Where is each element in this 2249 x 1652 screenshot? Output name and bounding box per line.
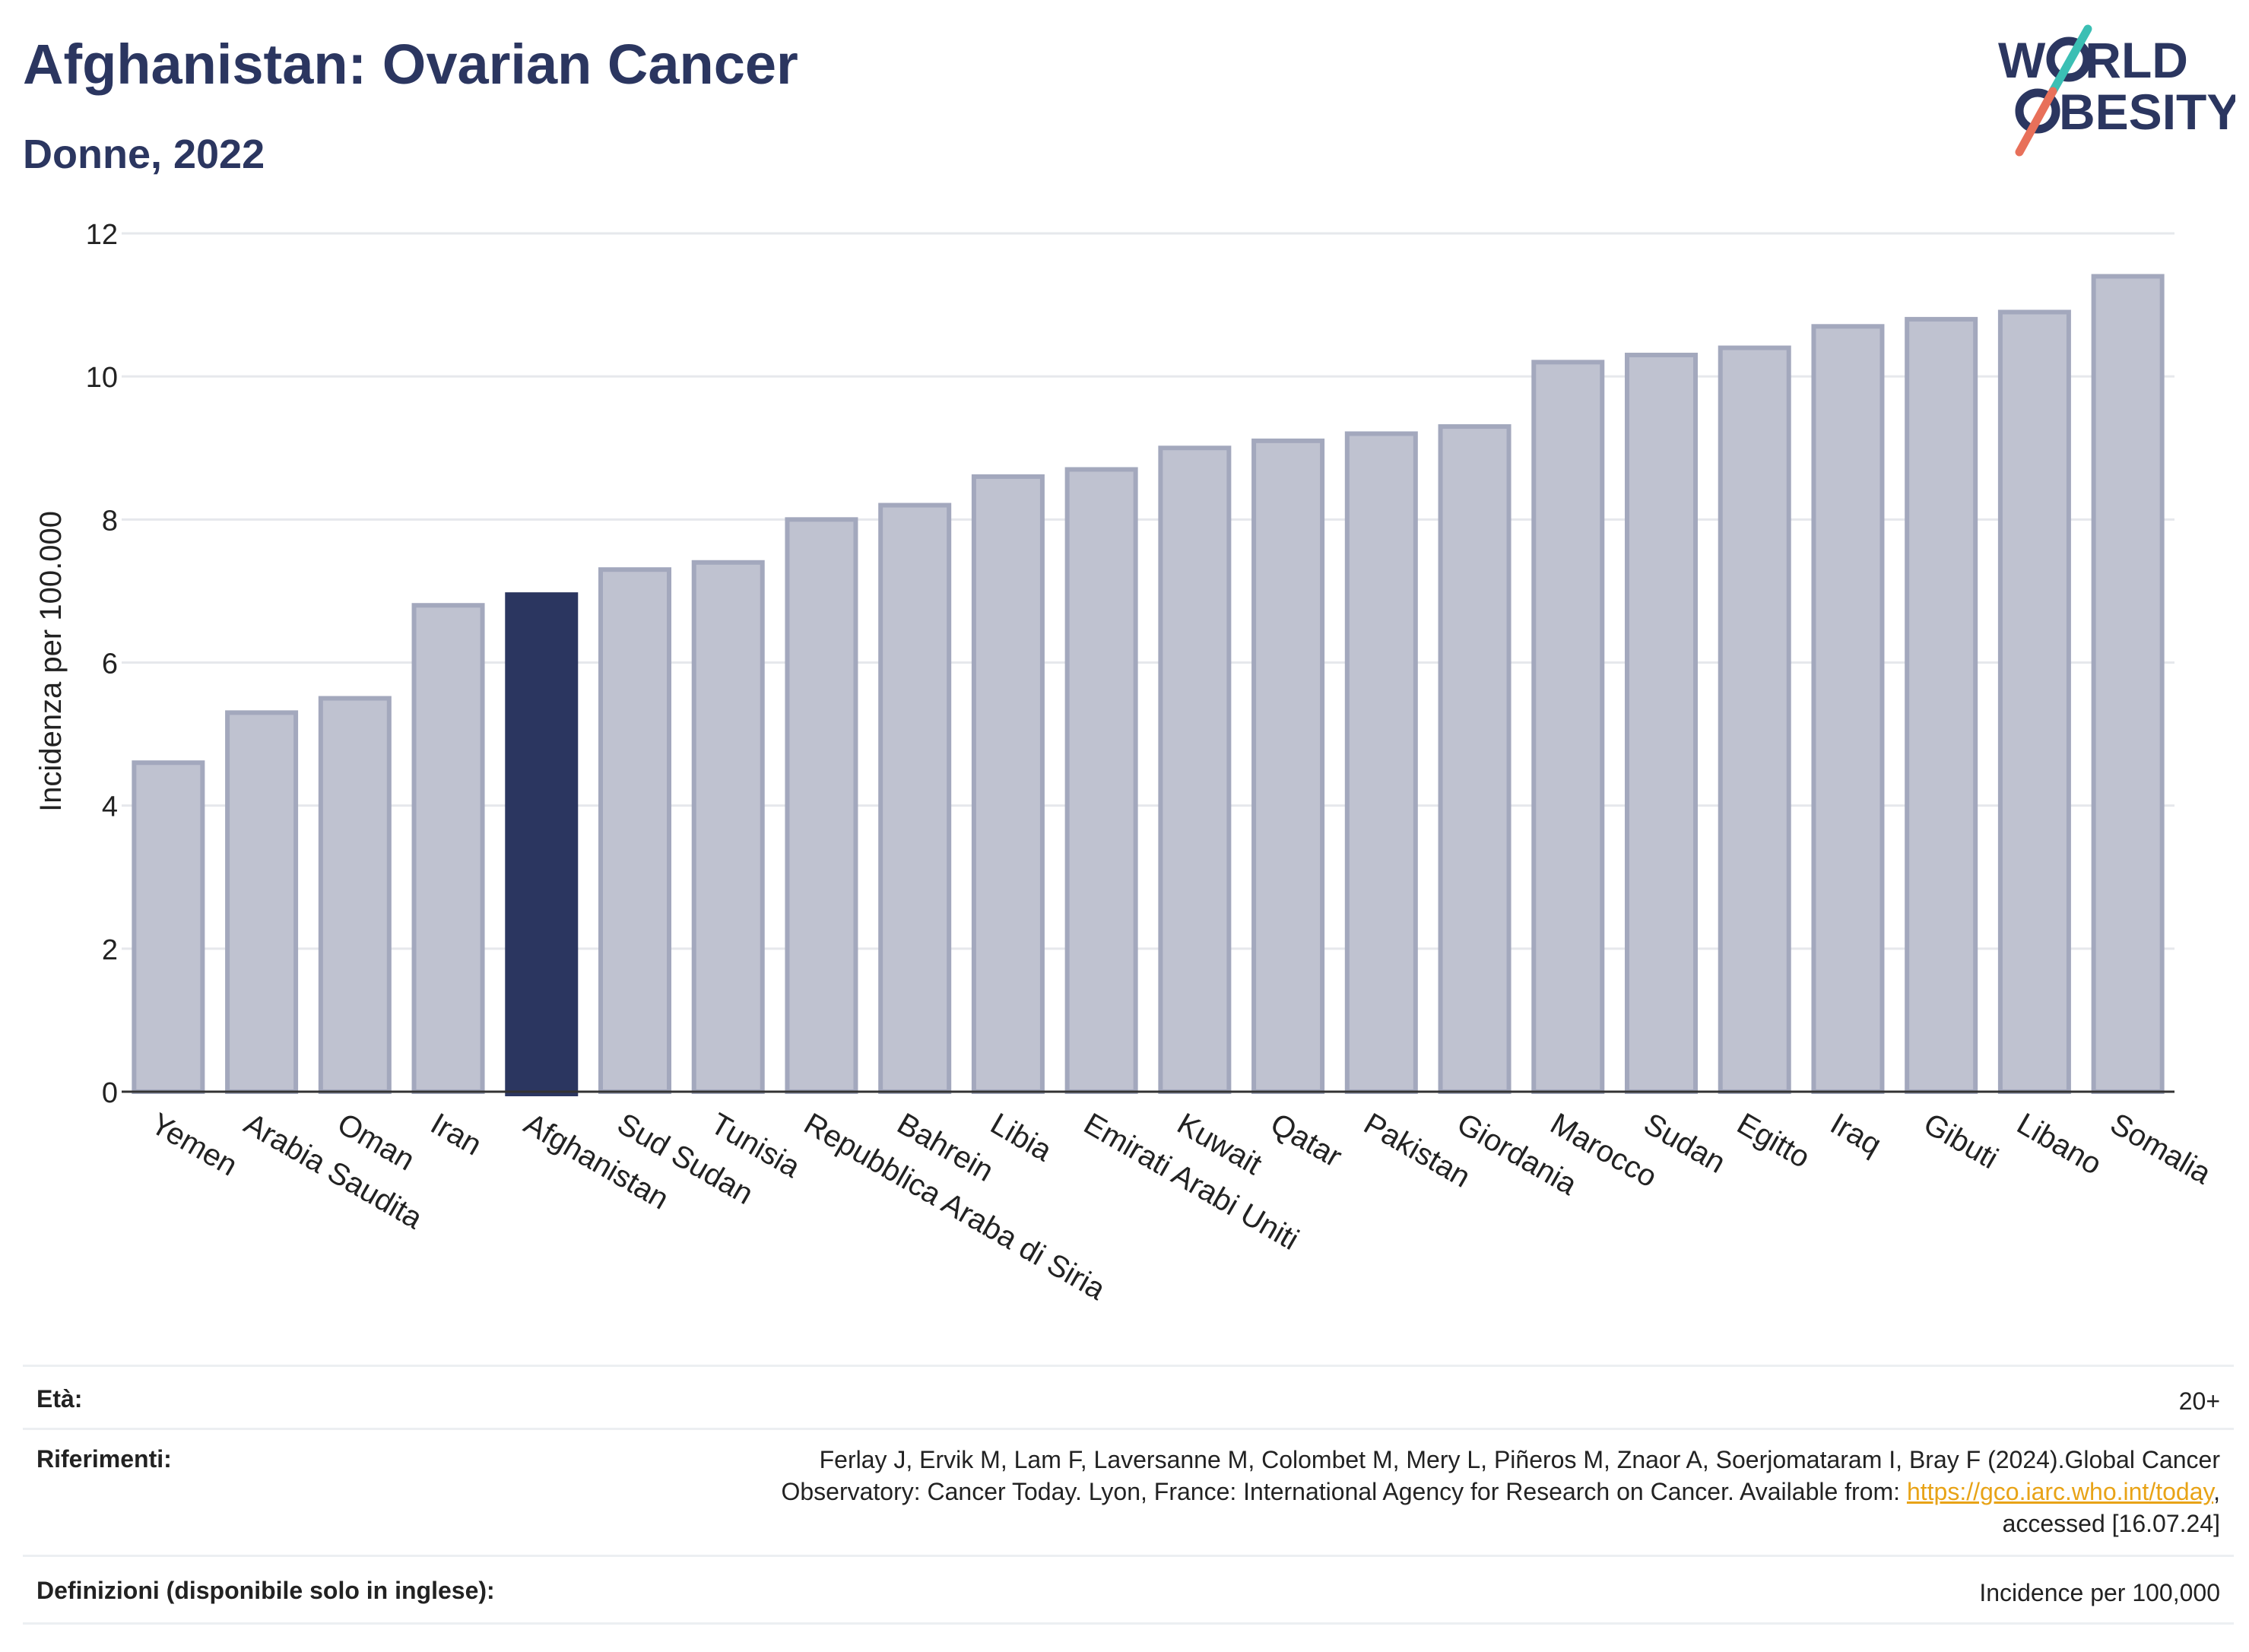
bars (132, 274, 2165, 1096)
meta-row-definitions: Definizioni (disponibile solo in inglese… (23, 1555, 2234, 1625)
definitions-value: Incidence per 100,000 (1979, 1579, 2220, 1606)
y-tick-label: 8 (102, 505, 118, 537)
y-tick-label: 6 (102, 648, 118, 680)
bar-emirati-arabi-uniti (1064, 467, 1138, 1094)
bar-egitto (1718, 345, 1791, 1094)
y-axis-label: Incidenza per 100.000 (34, 511, 68, 812)
bar-sud-sudan (598, 567, 671, 1094)
x-tick-label: Libano (2011, 1107, 2107, 1181)
y-tick-label: 12 (86, 219, 118, 251)
page-subtitle: Donne, 2022 (23, 132, 265, 177)
meta-row-age: Età: 20+ (23, 1365, 2234, 1430)
x-tick-label: Iran (425, 1107, 487, 1162)
bar-oman (318, 696, 392, 1094)
bar-libia (971, 474, 1045, 1094)
bar-iran (411, 603, 485, 1094)
references-text: Observatory: Cancer Today. Lyon, France:… (781, 1478, 1907, 1505)
bar-giordania (1438, 424, 1511, 1094)
x-tick-label: Somalia (2105, 1107, 2217, 1191)
x-tick-label: Qatar (1265, 1107, 1348, 1174)
bar-yemen (132, 760, 205, 1094)
y-axis-ticks: 0 2 4 6 8 10 12 (86, 219, 118, 1109)
page-title: Afghanistan: Ovarian Cancer (23, 33, 798, 96)
bar-afghanistan (505, 592, 579, 1096)
references-line-3: accessed [16.07.24] (2002, 1510, 2220, 1537)
bar-pakistan (1344, 431, 1418, 1094)
bar-repubblica-araba-di-siria (785, 517, 858, 1094)
bar-marocco (1531, 360, 1605, 1095)
y-tick-label: 0 (102, 1077, 118, 1109)
svg-text:BESITY: BESITY (2059, 84, 2235, 140)
y-tick-label: 2 (102, 934, 118, 966)
bar-libano (1997, 309, 2071, 1094)
age-label: Età: (36, 1385, 83, 1413)
bar-arabia-saudita (225, 710, 299, 1094)
bar-kuwait (1158, 446, 1232, 1094)
references-link[interactable]: https://gco.iarc.who.int/today (1906, 1478, 2214, 1505)
bar-tunisia (691, 560, 765, 1094)
bar-sudan (1625, 352, 1698, 1095)
x-tick-label: Egitto (1731, 1107, 1816, 1175)
bar-qatar (1251, 438, 1325, 1094)
bar-bahrein (878, 503, 952, 1094)
x-tick-label: Iraq (1825, 1107, 1887, 1162)
definitions-label: Definizioni (disponibile solo in inglese… (36, 1577, 495, 1604)
references-value: Ferlay J, Ervik M, Lam F, Laversanne M, … (781, 1444, 2220, 1539)
world-obesity-logo: W RLD BESITY (1998, 24, 2235, 157)
x-tick-label: Yemen (145, 1107, 243, 1183)
references-label: Riferimenti: (36, 1445, 172, 1473)
x-tick-label: Pakistan (1358, 1107, 1476, 1194)
x-tick-label: Gibuti (1918, 1107, 2003, 1175)
bar-somalia (2091, 274, 2165, 1095)
meta-row-references: Riferimenti: Ferlay J, Ervik M, Lam F, L… (23, 1428, 2234, 1557)
references-line-1: Ferlay J, Ervik M, Lam F, Laversanne M, … (819, 1446, 2220, 1473)
y-tick-label: 10 (86, 362, 118, 394)
references-comma: , (2213, 1478, 2220, 1505)
age-value: 20+ (2178, 1387, 2220, 1415)
bar-gibuti (1905, 316, 1978, 1094)
bar-iraq (1811, 324, 1885, 1094)
y-tick-label: 4 (102, 791, 118, 823)
references-line-2: Observatory: Cancer Today. Lyon, France:… (781, 1476, 2220, 1508)
